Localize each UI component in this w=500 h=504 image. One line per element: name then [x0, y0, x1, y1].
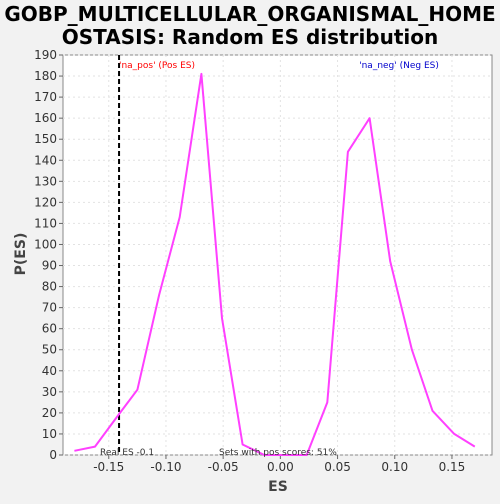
y-tick-label: 0: [49, 448, 57, 462]
pos-es-label: 'na_pos' (Pos ES): [119, 61, 195, 71]
y-axis-ticks: 0 10 20 30 40 50 60 70 80 90 100 110 120 130 140 150 160…: [34, 48, 63, 462]
y-tick-label: 100: [34, 237, 57, 251]
y-tick-label: 120: [34, 195, 57, 209]
x-tick-label: 0.15: [439, 460, 466, 474]
y-tick-label: 160: [34, 111, 57, 125]
y-tick-label: 110: [34, 216, 57, 230]
x-tick-label: 0.10: [381, 460, 408, 474]
x-axis-label: ES: [268, 479, 288, 495]
x-tick-label: -0.15: [93, 460, 124, 474]
y-tick-label: 130: [34, 174, 57, 188]
y-tick-label: 50: [42, 343, 57, 357]
chart-title-line-1: GOBP_MULTICELLULAR_ORGANISMAL_HOME: [4, 2, 495, 26]
y-tick-label: 60: [42, 322, 57, 336]
y-tick-label: 80: [42, 280, 57, 294]
y-tick-label: 180: [34, 69, 57, 83]
y-tick-label: 190: [34, 48, 57, 62]
pos-scores-text: Sets with pos scores: 51%: [219, 448, 337, 458]
y-tick-label: 70: [42, 301, 57, 315]
chart-title-line-2: OSTASIS: Random ES distribution: [62, 25, 439, 49]
x-tick-label: 0.05: [324, 460, 351, 474]
y-tick-label: 170: [34, 90, 57, 104]
y-tick-label: 10: [42, 427, 57, 441]
neg-es-label: 'na_neg' (Neg ES): [359, 61, 439, 71]
x-tick-label: 0.00: [267, 460, 294, 474]
y-tick-label: 40: [42, 364, 57, 378]
y-axis-label: P(ES): [13, 233, 29, 276]
y-tick-label: 20: [42, 406, 57, 420]
y-tick-label: 150: [34, 132, 57, 146]
x-tick-label: -0.05: [208, 460, 239, 474]
y-tick-label: 90: [42, 259, 57, 273]
y-tick-label: 30: [42, 385, 57, 399]
real-es-text: Real ES -0.1: [100, 448, 154, 458]
y-tick-label: 140: [34, 153, 57, 167]
x-tick-label: -0.10: [150, 460, 181, 474]
